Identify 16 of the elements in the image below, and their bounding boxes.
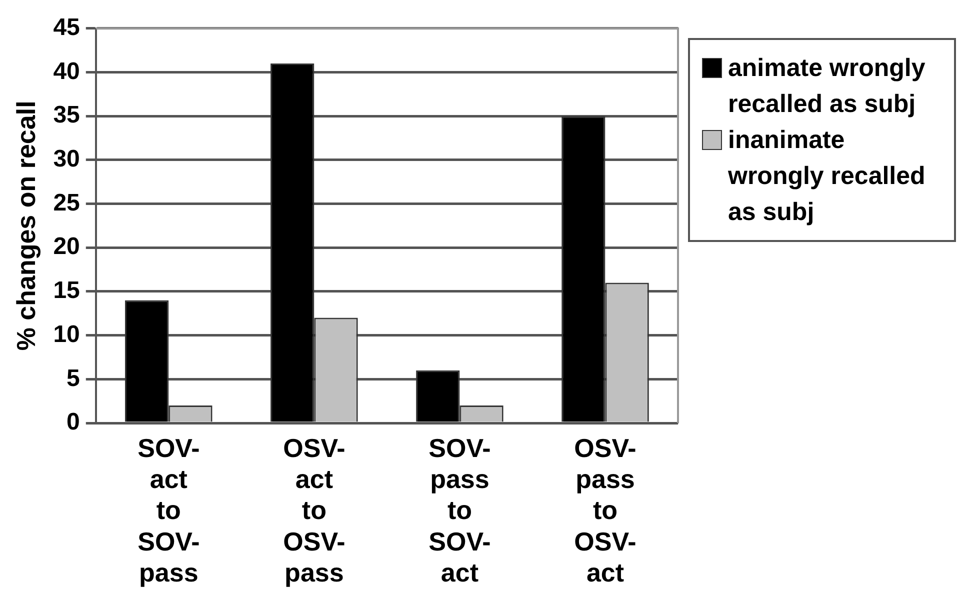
y-tick-label: 35	[53, 102, 80, 129]
y-tick-label: 15	[53, 277, 80, 304]
y-tick-label: 30	[53, 146, 80, 173]
x-tick-label: SOV-act to SOV-pass	[138, 432, 200, 588]
legend-label: inanimate wrongly recalled as subj	[728, 125, 926, 228]
x-tick-label: SOV-pass to SOV-act	[428, 432, 491, 588]
y-tick-label: 0	[66, 408, 80, 436]
y-tick-label: 45	[53, 14, 80, 42]
y-tick-label: 25	[53, 189, 80, 216]
y-tick-label: 40	[53, 58, 80, 85]
y-tick-label: 5	[66, 364, 80, 392]
x-tick-label: OSV-pass to OSV-act	[574, 432, 636, 588]
y-tick-label: 10	[53, 320, 80, 348]
x-tick-label: OSV-act to OSV-pass	[283, 432, 346, 588]
y-axis-title: % changes on recall	[10, 100, 41, 351]
y-tick-label: 20	[53, 233, 80, 260]
